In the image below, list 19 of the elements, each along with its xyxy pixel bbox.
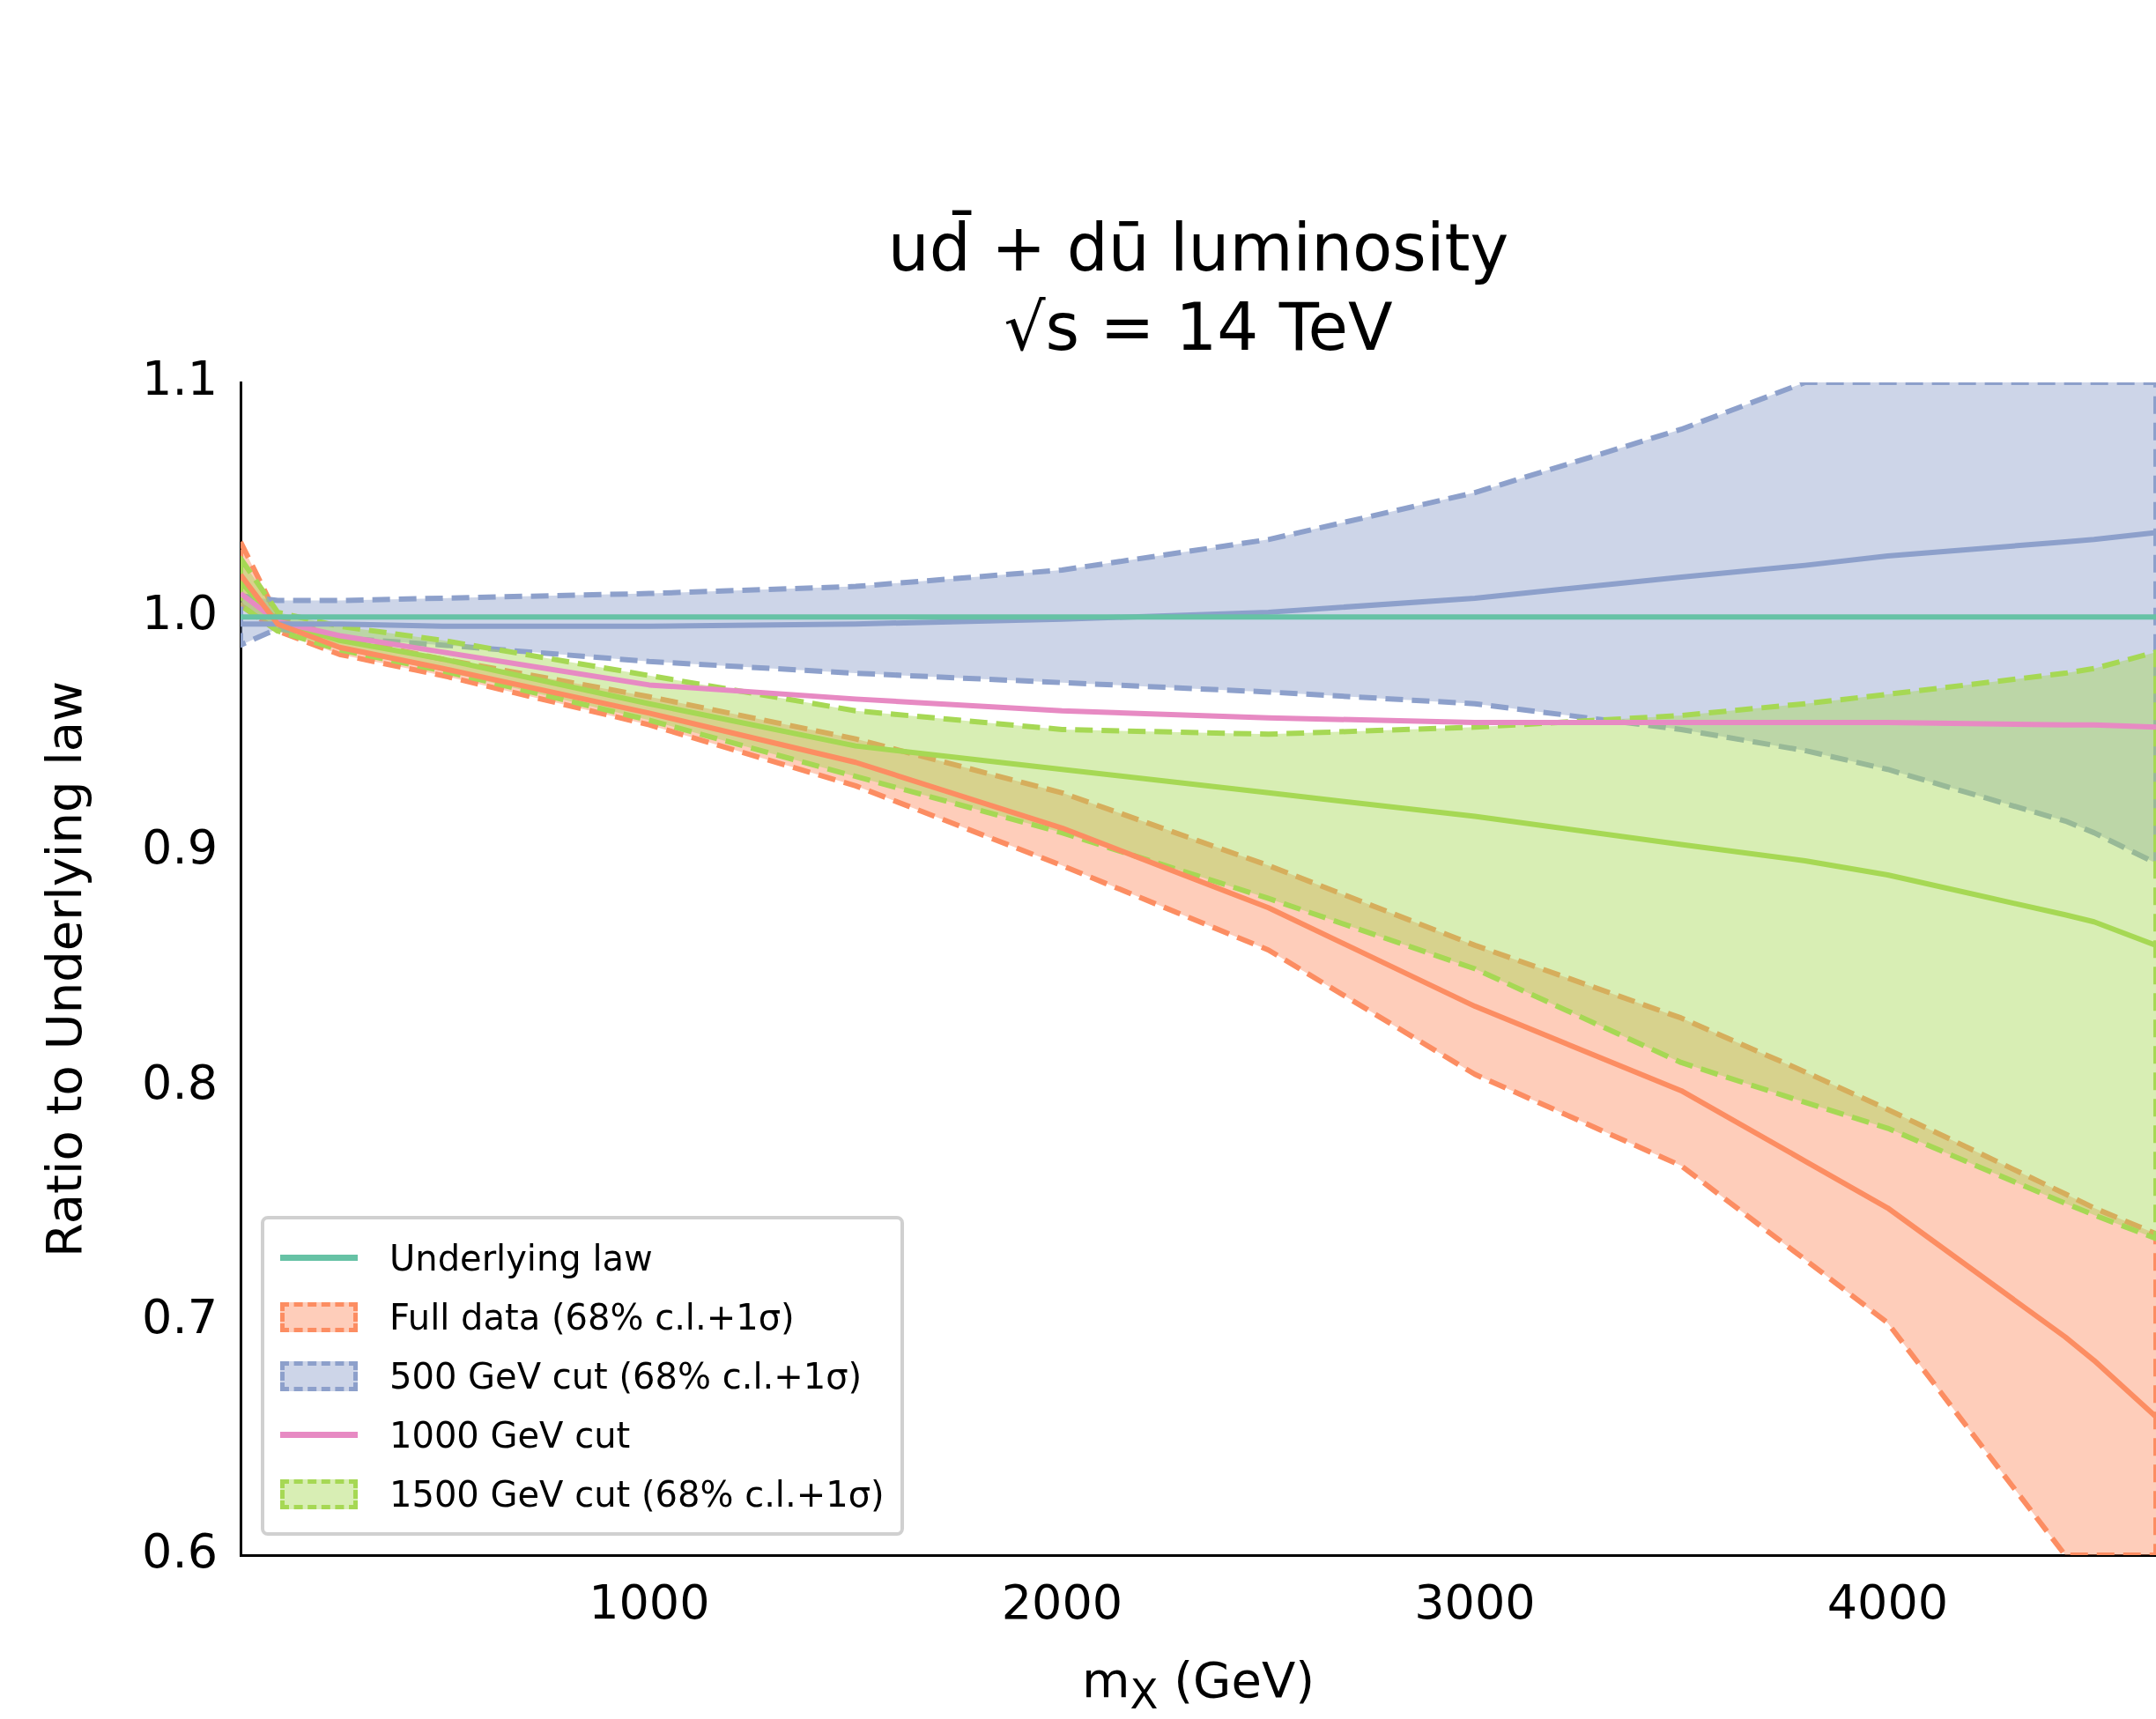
y-tick-label: 0.8 (142, 1054, 218, 1110)
legend-label: 1000 GeV cut (389, 1414, 631, 1456)
chart-title: ud̄ + dū luminosity (887, 210, 1509, 285)
x-axis-title: m$_{X}$ (GeV) (1081, 1651, 1315, 1718)
x-tick-label: 4000 (1826, 1575, 1949, 1631)
chart-subtitle: √s = 14 TeV (1004, 289, 1393, 365)
legend-label: Underlying law (389, 1237, 653, 1278)
y-tick-label: 1.0 (142, 585, 218, 641)
x-tick-label: 2000 (1001, 1575, 1123, 1631)
legend-label: 500 GeV cut (68% c.l.+1σ) (389, 1355, 863, 1397)
x-tick-label: 3000 (1414, 1575, 1536, 1631)
y-tick-label: 0.7 (142, 1288, 218, 1345)
y-tick-label: 0.9 (142, 819, 218, 876)
legend-label: 1500 GeV cut (68% c.l.+1σ) (389, 1473, 885, 1515)
y-tick-label: 0.6 (142, 1523, 218, 1580)
x-tick-label: 1000 (589, 1575, 710, 1631)
y-tick-label: 1.1 (142, 351, 218, 407)
y-axis-title: Ratio to Underlying law (34, 681, 93, 1257)
legend-label: Full data (68% c.l.+1σ) (389, 1296, 795, 1337)
